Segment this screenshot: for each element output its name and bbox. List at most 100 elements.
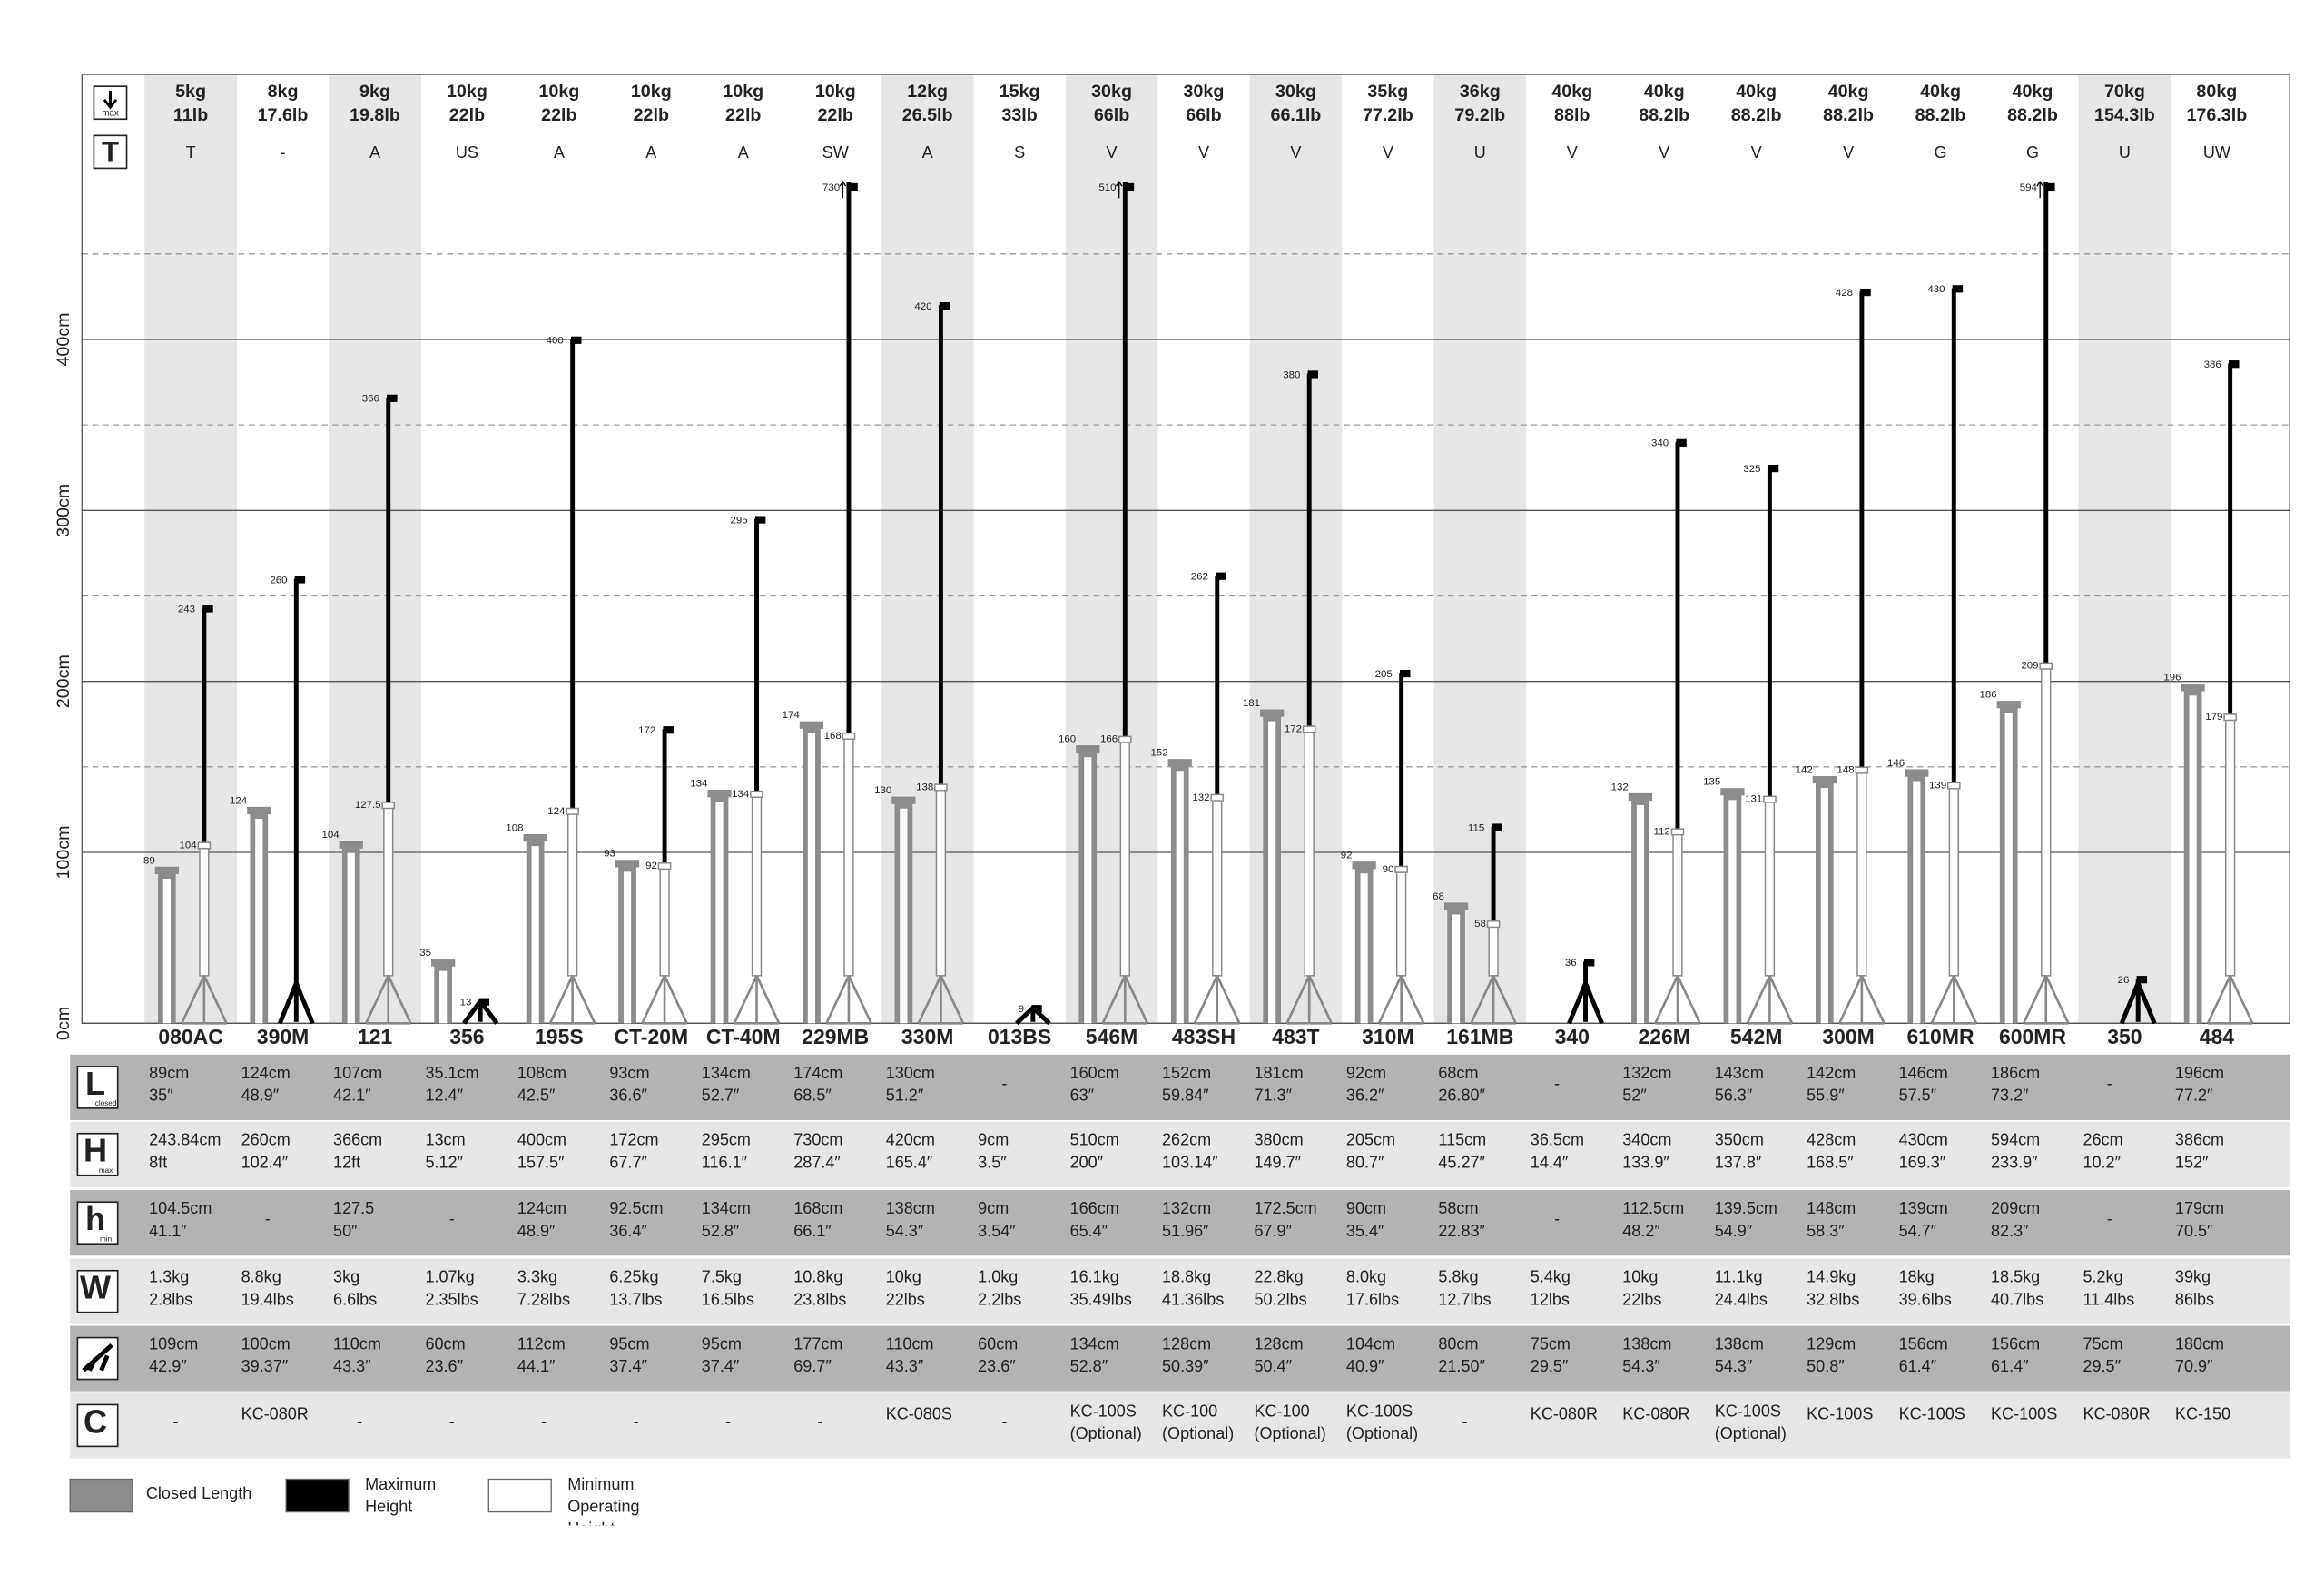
max-value-label: 594 [2020,182,2038,193]
table-cell: - [725,1412,731,1431]
table-cell: 65.4″ [1070,1222,1108,1240]
category-label: 013BS [988,1025,1051,1048]
closed-value-label: 146 [1887,758,1905,769]
tripod-leg [641,975,666,1024]
table-cell: 48.9″ [241,1087,280,1105]
table-cell: 3.54″ [978,1222,1016,1240]
table-cell: 133.9″ [1622,1153,1669,1171]
table-cell: 57.5″ [1899,1087,1937,1105]
load-kg: 40kg [1736,82,1777,102]
table-cell: 54.9″ [1715,1222,1753,1240]
stand-type: V [1383,143,1393,162]
stand-type: V [1567,143,1578,162]
table-cell: 134cm [1070,1335,1119,1353]
table-cell: 11.1kg [1715,1268,1763,1286]
table-cell: 108cm [517,1064,566,1082]
min-value-label: 127.5 [355,800,381,811]
min-height-bar [2224,716,2236,977]
row-icon-letter: C [84,1402,107,1440]
closed-bar-stripe [1636,804,1645,1024]
tripod-leg [1676,975,1701,1024]
min-height-bar [2041,664,2052,977]
max-height-cap [1860,288,1871,297]
table-cell: 156cm [1899,1335,1948,1353]
min-height-bar [1488,923,1499,977]
table-row [70,1392,2290,1459]
table-cell: 8ft [149,1153,167,1171]
table-cell: 80.7″ [1346,1153,1384,1171]
table-cell: KC-100S [1991,1405,2057,1423]
table-cell: 63″ [1070,1087,1095,1105]
table-cell: - [2107,1210,2112,1228]
table-cell: 165.4″ [886,1153,933,1171]
table-cell: 35.4″ [1346,1222,1384,1240]
min-height-cap [1210,793,1225,802]
closed-bar-cap [1443,902,1469,910]
table-cell: 287.4″ [793,1153,841,1171]
table-cell: 18kg [1899,1268,1935,1286]
min-value-label: 90 [1383,864,1394,875]
load-kg: 10kg [538,82,579,102]
table-cell: KC-080R [1531,1405,1598,1423]
tripod-leg [1124,975,1149,1024]
table-cell: 40.9″ [1346,1357,1384,1375]
table-cell: 55.9″ [1807,1087,1845,1105]
closed-bar-stripe [1084,757,1092,1024]
min-height-bar [1672,831,1683,977]
table-cell: 5.8kg [1438,1268,1478,1286]
tripod-leg [1860,975,1886,1024]
max-value-label: 340 [1651,438,1669,449]
table-cell: 43.3″ [886,1357,924,1375]
legend-entry: Maximum Height [365,1476,437,1517]
table-cell: 430cm [1899,1131,1948,1149]
table-cell: 77.2″ [2175,1087,2213,1105]
tripod-leg [1930,975,1955,1024]
category-label: 310M [1362,1025,1413,1048]
table-cell: 100cm [241,1335,290,1353]
min-height-cap [1302,725,1316,733]
table-cell: 196cm [2175,1064,2224,1082]
table-cell: 102.4″ [241,1153,289,1171]
table-cell: - [449,1210,455,1228]
load-lb: 88.2lb [1639,105,1689,125]
type-icon-label: T [102,135,119,167]
table-cell: 5.4kg [1531,1268,1571,1286]
table-cell: 243.84cm [149,1131,221,1149]
table-cell: 400cm [517,1131,566,1149]
load-lb: 11lb [173,105,208,125]
legend-swatch [487,1478,552,1513]
category-label: 161MB [1446,1025,1513,1048]
min-height-cap [934,783,948,792]
category-label: 229MB [802,1025,869,1048]
tripod-leg [1768,975,1794,1024]
row-icon-box [76,1403,119,1448]
tripod-leg [825,975,851,1024]
closed-value-label: 89 [143,855,155,866]
table-row [70,1054,2290,1121]
tripod-leg [733,975,758,1024]
min-value-label: 168 [824,731,842,742]
max-height-cap [1952,285,1964,293]
min-height-cap [750,790,763,798]
legend-label: Closed Length [145,1485,252,1503]
legend-entry: Minimum Operating Height [567,1476,639,1525]
max-height-cap [478,998,490,1006]
category-label: 300M [1822,1025,1874,1048]
table-cell: 12.7lbs [1438,1290,1491,1308]
table-cell: 146cm [1899,1064,1948,1082]
closed-bar-cap [247,806,271,815]
max-value-label: 262 [1191,572,1208,583]
table-cell: KC-080S [886,1405,952,1423]
max-value-label: 400 [547,336,564,347]
table-cell: KC-100 [1254,1402,1309,1420]
tripod-leg [364,975,389,1024]
max-height-cap [2044,182,2055,192]
table-cell: 39kg [2175,1268,2211,1286]
load-lb: 33lb [1001,105,1037,125]
stand-type: S [1014,143,1025,162]
legend-label: Maximum Height [365,1476,437,1517]
table-cell: 40.7lbs [1991,1290,2043,1308]
table-cell: 730cm [793,1131,842,1149]
stand-type: V [1290,143,1301,162]
load-lb: 88.2lb [1915,105,1966,125]
